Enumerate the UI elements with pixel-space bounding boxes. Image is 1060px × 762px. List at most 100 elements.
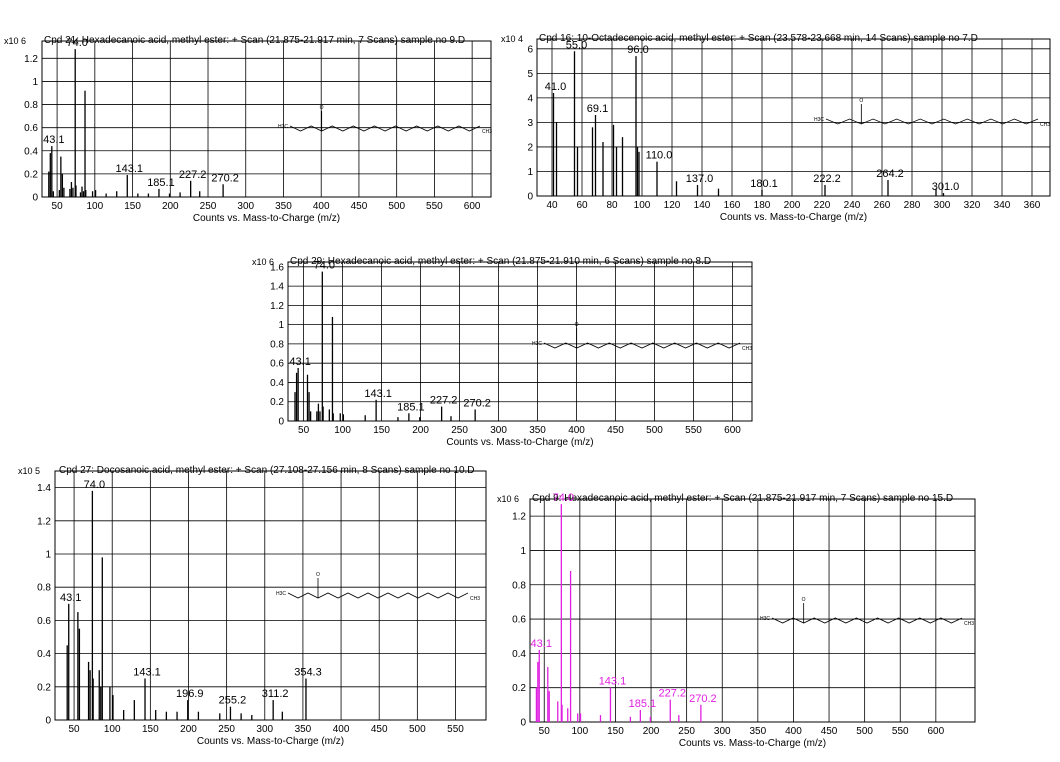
x-tick-label: 350 [749,726,766,737]
x-tick-label: 50 [298,425,310,436]
spectrum-panel-cpd27: Cpd 27: Docosanoic acid, methyl ester: +… [18,465,487,747]
x-tick-label: 150 [124,201,141,212]
y-tick-label: 1 [527,167,533,178]
x-tick-label: 150 [142,724,159,735]
plot-frame [41,40,492,198]
y-tick-label: 0.6 [270,359,284,370]
peak-label: 43.1 [43,134,64,146]
peak-label: 43.1 [531,638,552,650]
x-tick-label: 100 [571,726,588,737]
x-axis-label: Counts vs. Mass-to-Charge (m/z) [446,437,593,448]
x-tick-label: 600 [464,201,481,212]
x-tick-label: 300 [237,201,254,212]
oxygen-atom-label: O [320,105,324,111]
y-tick-label: 5 [527,69,533,80]
x-tick-label: 100 [104,724,121,735]
y-tick-label: 3 [527,118,533,129]
x-axis-label: Counts vs. Mass-to-Charge (m/z) [679,738,826,749]
methyl-right-label: CH3 [470,596,480,602]
peak-label: 185.1 [147,177,175,189]
x-tick-label: 500 [856,726,873,737]
x-tick-label: 220 [814,200,831,211]
plot-frame [529,498,976,723]
molecule-structure [825,118,1039,125]
x-tick-label: 250 [200,201,217,212]
y-tick-label: 1.4 [270,282,284,293]
y-tick-label: 0.6 [24,123,38,134]
spectrum-panel-cpd21: Cpd 21: Hexadecanoic acid, methyl ester:… [4,35,492,224]
spectrum-panel-cpd9: Cpd 9: Hexadecanoic acid, methyl ester: … [497,492,976,749]
x-tick-label: 600 [927,726,944,737]
peak-label: 270.2 [211,172,239,184]
x-tick-label: 500 [646,425,663,436]
x-tick-label: 150 [607,726,624,737]
x-tick-label: 450 [351,201,368,212]
x-tick-label: 250 [451,425,468,436]
x-tick-label: 400 [568,425,585,436]
x-tick-label: 200 [162,201,179,212]
peak-label: 41.0 [545,81,566,93]
y-tick-label: 0.4 [270,378,284,389]
peak-label: 137.0 [686,173,714,185]
x-tick-label: 500 [409,724,426,735]
x-tick-label: 400 [313,201,330,212]
x-tick-label: 100 [334,425,351,436]
x-tick-label: 200 [784,200,801,211]
oxygen-atom-label: O [575,322,579,328]
methyl-left-label: H3C [276,591,286,597]
y-tick-label: 1 [32,77,38,88]
peak-label: 222.2 [813,173,841,185]
x-tick-label: 240 [844,200,861,211]
peak-label: 255.2 [219,695,247,707]
y-tick-label: 0.8 [37,583,51,594]
methyl-left-label: H3C [532,341,542,347]
methyl-left-label: H3C [814,117,824,123]
methyl-right-label: CH3 [482,129,492,135]
y-tick-label: 1 [520,546,526,557]
x-tick-label: 450 [821,726,838,737]
y-tick-label: 0.2 [512,683,526,694]
y-tick-label: 0.2 [37,682,51,693]
x-tick-label: 40 [546,200,558,211]
y-tick-label: 0 [520,718,526,729]
x-tick-label: 250 [218,724,235,735]
y-tick-label: 1.2 [270,301,284,312]
x-tick-label: 400 [785,726,802,737]
x-tick-label: 50 [69,724,81,735]
y-tick-label: 1.2 [37,516,51,527]
peak-label: 74.0 [553,492,574,504]
x-tick-label: 320 [964,200,981,211]
x-tick-label: 300 [934,200,951,211]
x-tick-label: 550 [892,726,909,737]
y-tick-label: 0.8 [270,339,284,350]
y-tick-label: 4 [527,93,533,104]
peak-label: 143.1 [116,163,144,175]
x-tick-label: 300 [256,724,273,735]
x-tick-label: 60 [576,200,588,211]
peak-label: 69.1 [587,103,608,115]
peak-label: 185.1 [629,698,657,710]
oxygen-atom-label: O [316,572,320,578]
x-axis-label: Counts vs. Mass-to-Charge (m/z) [197,736,344,747]
spectrum-panel-cpd29: Cpd 29: Hexadecanoic acid, methyl ester:… [252,256,753,448]
y-tick-label: 0.2 [270,397,284,408]
y-tick-label: 1.2 [24,54,38,65]
x-tick-label: 180 [754,200,771,211]
methyl-right-label: CH3 [742,346,752,352]
x-tick-label: 550 [447,724,464,735]
y-tick-label: 6 [527,44,533,55]
x-tick-label: 350 [529,425,546,436]
x-tick-label: 160 [724,200,741,211]
x-tick-label: 400 [333,724,350,735]
y-tick-label: 1.4 [37,483,51,494]
y-tick-label: 0 [45,716,51,727]
y-tick-label: 0.4 [37,649,51,660]
y-tick-label: 0.6 [37,616,51,627]
x-tick-label: 200 [180,724,197,735]
x-axis-label: Counts vs. Mass-to-Charge (m/z) [720,212,867,223]
y-tick-label: 2 [527,142,533,153]
x-tick-label: 360 [1024,200,1041,211]
molecule-structure [289,125,481,132]
peak-label: 270.2 [463,397,491,409]
